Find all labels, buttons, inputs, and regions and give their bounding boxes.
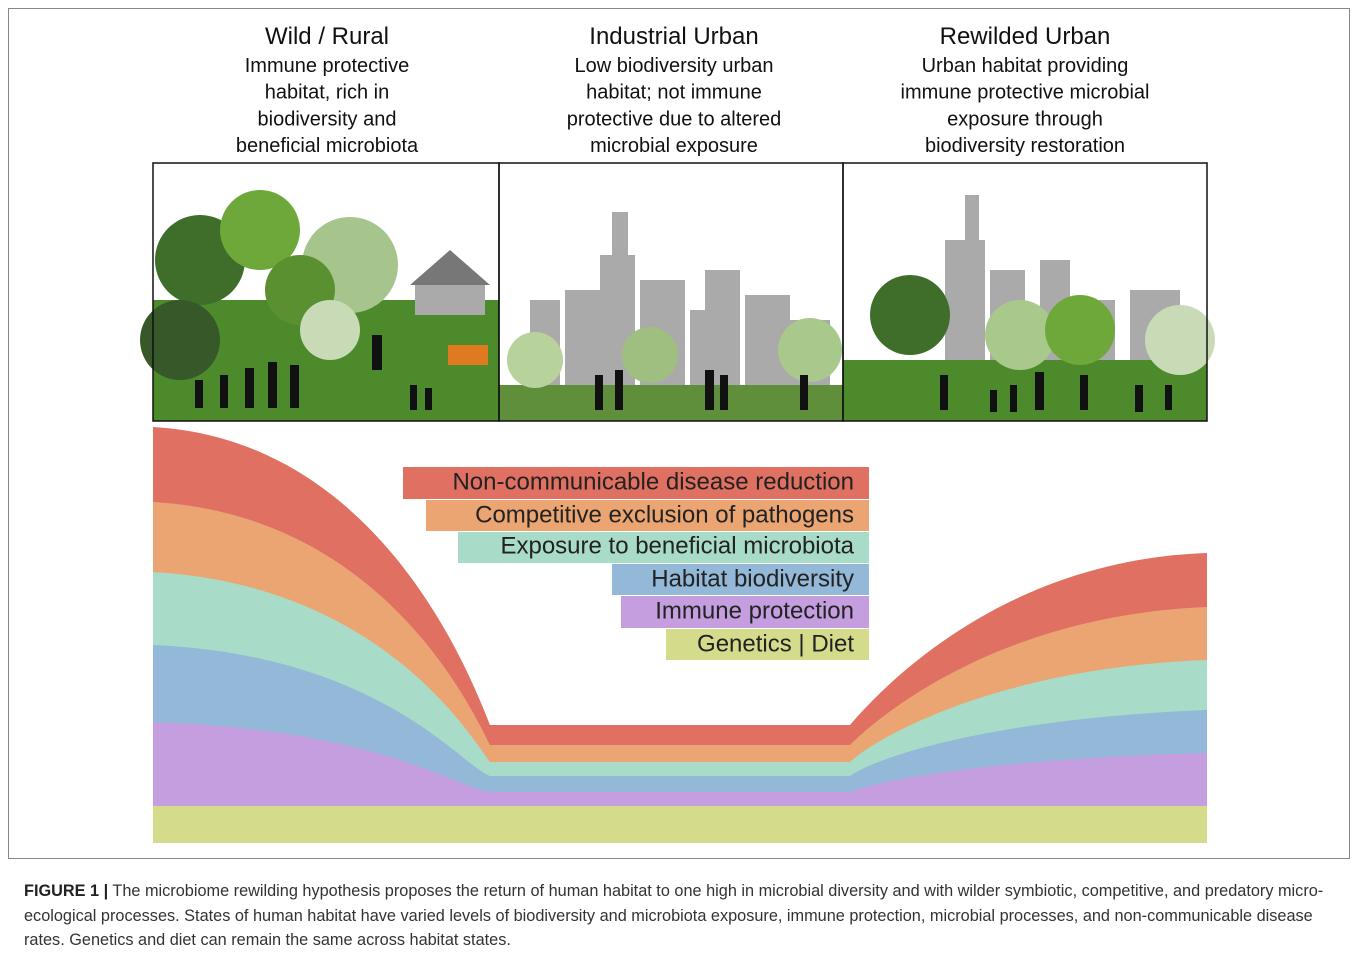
band-label: Non-communicable disease reduction (452, 468, 854, 495)
band-label: Competitive exclusion of pathogens (475, 501, 854, 528)
panel-description: exposure through (947, 108, 1103, 130)
panel-description: protective due to altered (567, 108, 782, 130)
band-label: Exposure to beneficial microbiota (500, 532, 854, 559)
panel-title: Industrial Urban (589, 23, 758, 50)
tree (778, 318, 842, 382)
scenes (140, 163, 1215, 421)
caption: FIGURE 1 | The microbiome rewilding hypo… (24, 879, 1342, 953)
band-label: Immune protection (655, 597, 854, 624)
panel-title: Rewilded Urban (940, 23, 1111, 50)
figure-page: Wild / Rural Immune protective habitat, ri… (0, 0, 1358, 955)
panel-description: Urban habitat providing (922, 55, 1129, 77)
caption-label: FIGURE 1 | (24, 882, 108, 900)
panel-description: immune protective microbial (901, 82, 1150, 104)
figure: Wild / Rural Immune protective habitat, ri… (0, 0, 1358, 870)
panel-description: microbial exposure (590, 135, 758, 157)
panel-description: habitat, rich in (265, 82, 390, 104)
panel-description: Immune protective (245, 55, 410, 77)
caption-text: The microbiome rewilding hypothesis prop… (24, 882, 1323, 949)
panel-description: Low biodiversity urban (575, 55, 774, 77)
panel-description: biodiversity and (258, 108, 397, 130)
tree (1145, 305, 1215, 375)
tree (1045, 295, 1115, 365)
panel-description: beneficial microbiota (236, 135, 419, 157)
band-label: Genetics | Diet (697, 630, 854, 657)
band-genetics (153, 806, 1207, 843)
tree (140, 300, 220, 380)
panel-description: biodiversity restoration (925, 135, 1125, 157)
band-label: Habitat biodiversity (651, 565, 854, 592)
tree (622, 327, 678, 383)
house (415, 285, 485, 315)
panel-title: Wild / Rural (265, 23, 389, 50)
tree (300, 300, 360, 360)
tree (507, 332, 563, 388)
panel-description: habitat; not immune (586, 82, 762, 104)
tractor (448, 345, 488, 365)
grass (499, 385, 843, 421)
tree (870, 275, 950, 355)
tree (985, 300, 1055, 370)
